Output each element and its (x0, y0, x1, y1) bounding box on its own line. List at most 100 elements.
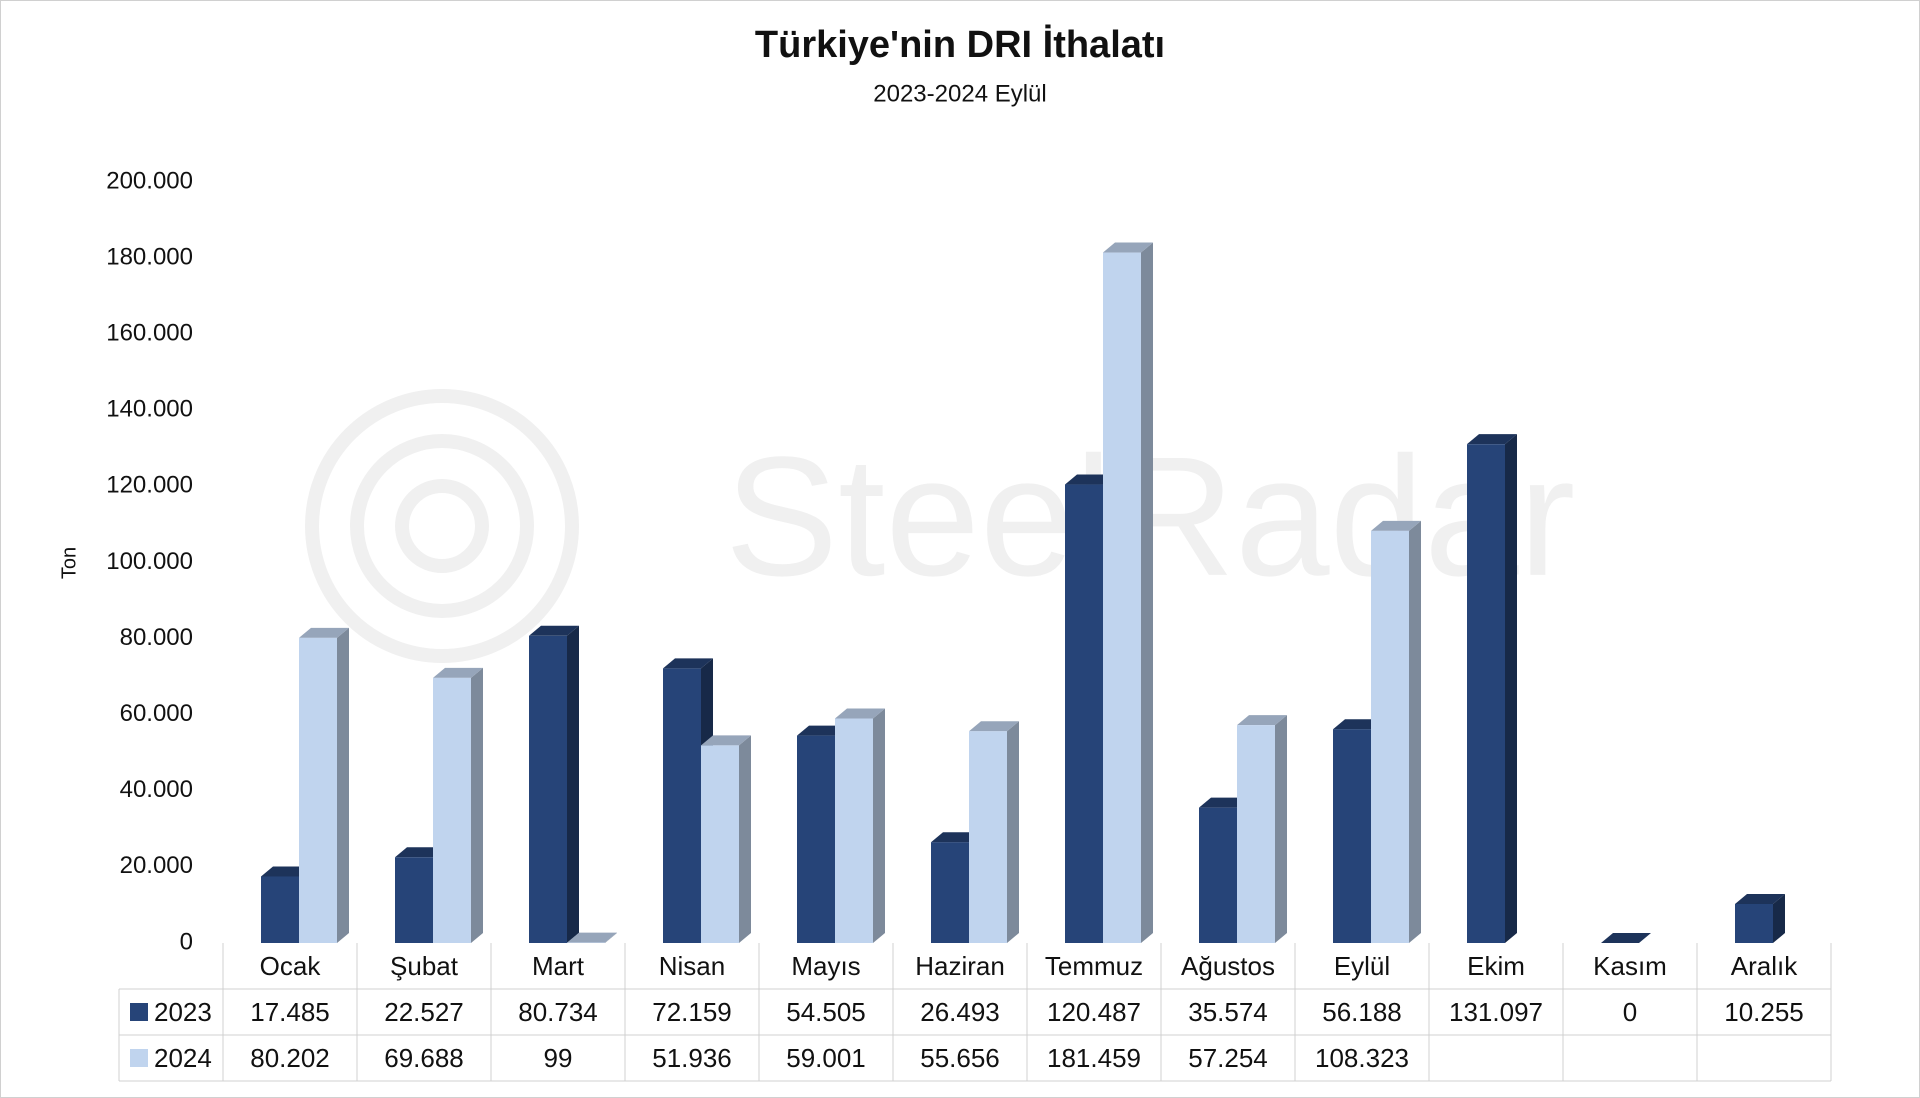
bar (701, 745, 739, 943)
data-label: 72.159 (652, 997, 732, 1027)
y-tick-label: 140.000 (106, 396, 193, 423)
bar-top (1371, 520, 1421, 531)
bar-side (1505, 434, 1517, 943)
bar (1333, 729, 1371, 943)
y-tick-label: 100.000 (106, 548, 193, 575)
legend-label: 2024 (154, 1043, 212, 1073)
bar-side (1141, 242, 1153, 943)
bar (931, 842, 969, 943)
bar-top (701, 735, 751, 746)
watermark-logo (305, 389, 579, 663)
bar-top (835, 708, 885, 719)
bar-side (1773, 893, 1785, 943)
data-label: 131.097 (1449, 997, 1543, 1027)
bar (261, 876, 299, 943)
data-label: 26.493 (920, 997, 1000, 1027)
y-axis-label: Ton (58, 547, 80, 579)
bar (433, 677, 471, 943)
bar (395, 857, 433, 943)
x-tick-label: Eylül (1334, 951, 1390, 981)
bar-side (1409, 520, 1421, 943)
bar (1467, 444, 1505, 943)
data-label: 55.656 (920, 1043, 1000, 1073)
data-label: 59.001 (786, 1043, 866, 1073)
bar-side (337, 627, 349, 943)
bar-top (1467, 434, 1517, 445)
bar-top (433, 667, 483, 678)
bar (797, 735, 835, 943)
data-label: 120.487 (1047, 997, 1141, 1027)
y-tick-label: 200.000 (106, 167, 193, 194)
bar-top (567, 932, 617, 943)
x-tick-label: Temmuz (1045, 951, 1143, 981)
bar-top (1601, 933, 1651, 943)
data-label: 35.574 (1188, 997, 1268, 1027)
bar-top (1199, 797, 1249, 808)
bar (1371, 530, 1409, 943)
data-label: 22.527 (384, 997, 464, 1027)
bar (969, 731, 1007, 943)
bar (529, 635, 567, 943)
x-tick-label: Mayıs (791, 951, 860, 981)
legend-swatch (130, 1003, 148, 1021)
bar-top (931, 832, 981, 843)
data-label: 80.202 (250, 1043, 330, 1073)
x-tick-label: Nisan (659, 951, 725, 981)
bar (299, 637, 337, 943)
y-tick-label: 20.000 (120, 852, 193, 879)
data-label: 0 (1623, 997, 1637, 1027)
bar-side (1275, 715, 1287, 943)
bar (1199, 807, 1237, 943)
bar-top (1103, 242, 1153, 253)
bar-top (969, 721, 1019, 732)
bar-top (261, 866, 311, 877)
bar-side (471, 667, 483, 943)
bar-side (567, 625, 579, 943)
data-label: 10.255 (1724, 997, 1804, 1027)
data-label: 54.505 (786, 997, 866, 1027)
data-label: 57.254 (1188, 1043, 1268, 1073)
bar (835, 718, 873, 943)
bar-top (1333, 719, 1383, 730)
bar (663, 668, 701, 943)
x-tick-label: Kasım (1593, 951, 1667, 981)
y-tick-label: 60.000 (120, 700, 193, 727)
bar (1065, 484, 1103, 943)
x-tick-label: Şubat (390, 951, 459, 981)
bar (1735, 903, 1773, 943)
data-label: 51.936 (652, 1043, 732, 1073)
data-label: 80.734 (518, 997, 598, 1027)
data-label: 69.688 (384, 1043, 464, 1073)
bar-top (299, 627, 349, 638)
bar-top (1237, 715, 1287, 726)
x-tick-label: Mart (532, 951, 585, 981)
y-tick-label: 80.000 (120, 624, 193, 651)
chart-subtitle: 2023-2024 Eylül (873, 80, 1046, 107)
y-tick-label: 0 (180, 928, 193, 955)
bar-top (1735, 893, 1785, 904)
legend-swatch (130, 1049, 148, 1067)
y-tick-label: 160.000 (106, 320, 193, 347)
bar-side (1007, 721, 1019, 943)
data-label: 181.459 (1047, 1043, 1141, 1073)
y-tick-label: 40.000 (120, 776, 193, 803)
chart-title: Türkiye'nin DRI İthalatı (755, 24, 1165, 66)
bar-top (797, 725, 847, 736)
x-tick-label: Ekim (1467, 951, 1525, 981)
x-tick-label: Haziran (915, 951, 1005, 981)
data-label: 17.485 (250, 997, 330, 1027)
bar-top (1065, 474, 1115, 485)
y-tick-label: 120.000 (106, 472, 193, 499)
y-tick-label: 180.000 (106, 243, 193, 270)
x-tick-label: Aralık (1731, 951, 1798, 981)
bar-side (605, 932, 617, 943)
bar-top (529, 625, 579, 636)
data-label: 99 (544, 1043, 573, 1073)
bar-side (873, 708, 885, 943)
bar-top (663, 658, 713, 669)
x-tick-label: Ağustos (1181, 951, 1275, 981)
bar-top (395, 847, 445, 858)
data-label: 108.323 (1315, 1043, 1409, 1073)
data-label: 56.188 (1322, 997, 1402, 1027)
